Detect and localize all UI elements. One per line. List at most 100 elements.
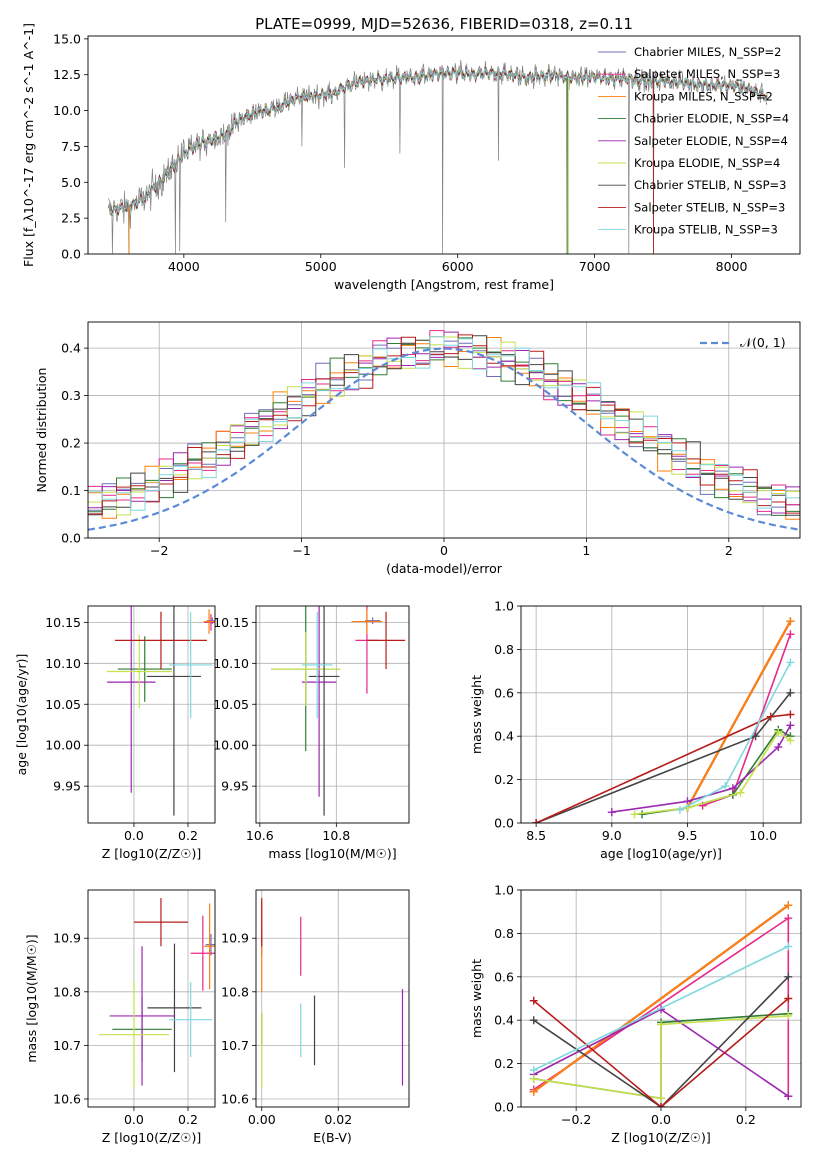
legend-label-kroupa-stelib: Kroupa STELIB, N_SSP=3: [634, 223, 778, 237]
weight-marker: [607, 808, 616, 817]
age_vs_Z-ylabel: age [log10(age/yr)]: [14, 654, 29, 776]
spectrum-xtick-label: 8000: [716, 259, 748, 274]
spectrum-frame: [87, 35, 801, 255]
errorbar-salpeter-elodie: [109, 946, 175, 1086]
panel-age_vs_mass: 10.6 10.8 9.95 10.00 10.05 10.10 10.15 mass [lo…: [213, 605, 410, 861]
weight-marker: [728, 784, 737, 793]
age_vs_mass-frame: [255, 605, 410, 824]
residuals-xlabel: (data-model)/error: [386, 561, 503, 576]
weight-marker: [736, 788, 745, 797]
legend-label-kroupa-miles: Kroupa MILES, N_SSP=2: [634, 89, 773, 103]
weight-marker: [784, 942, 793, 951]
errorbar-salpeter-stelib: [133, 898, 188, 947]
weight_vs_age-xlabel: age [log10(age/yr)]: [600, 846, 722, 861]
mass_vs_Z-ylabel: mass [log10(M/M☉)]: [24, 934, 39, 1062]
panel-mass_vs_Z: 0.0 0.2 10.6 10.7 10.8 10.9 Z [log10(Z/Z☉)] mas…: [24, 889, 216, 1145]
residuals-frame: [87, 321, 801, 539]
legend-label-salpeter-stelib: Salpeter STELIB, N_SSP=3: [634, 200, 785, 214]
mass_vs_ebv-ytick-label: 10.8: [221, 984, 249, 999]
weight-series-salpeter-stelib: [532, 710, 795, 823]
age_vs_Z-ytick-label: 10.00: [45, 738, 81, 753]
weight_vs_age-plot-area: [521, 606, 801, 823]
panel-age_vs_Z: 0.0 0.2 9.95 10.00 10.05 10.10 10.15 Z [log10(Z…: [14, 605, 216, 861]
weight_vs_Z-xtick-label: 0.2: [736, 1112, 756, 1127]
weight-series-kroupa-stelib: [675, 658, 795, 814]
panel-weight_vs_Z: −0.2 0.0 0.2 0.0 0.2 0.4 0.6 0.8 1.0 Z [log10(Z/Z…: [469, 883, 802, 1145]
spectrum-xtick-label: 6000: [442, 259, 474, 274]
mass_vs_ebv-xlabel: E(B-V): [313, 1130, 352, 1145]
mass_vs_Z-xlabel: Z [log10(Z/Z☉)]: [102, 1130, 202, 1145]
plots-layer: 4000 5000 6000 7000 80000.02.55.07.510.012.5…: [14, 23, 802, 1145]
weight-marker: [657, 1103, 665, 1107]
weight_vs_Z-ylabel: mass weight: [469, 959, 484, 1038]
spectrum-xtick-label: 4000: [168, 259, 200, 274]
errorbar-chabrier-miles: [365, 617, 381, 625]
mass_vs_Z-plot-area: [88, 890, 215, 1107]
weight-marker: [721, 782, 730, 791]
weight_vs_age-xtick-label: 8.5: [526, 828, 546, 843]
age_vs_Z-ytick-label: 9.95: [53, 779, 81, 794]
errorbar-chabrier-stelib: [146, 606, 201, 816]
mass_vs_ebv-xtick-label: 0.02: [324, 1112, 352, 1127]
errorbar-salpeter-elodie: [301, 606, 337, 797]
age_vs_Z-xtick-label: 0.0: [124, 828, 144, 843]
weight-marker: [657, 1094, 665, 1103]
weight_vs_age-xtick-label: 9.0: [602, 828, 622, 843]
weight_vs_Z-ytick-label: 0.6: [494, 969, 514, 984]
errorbar-kroupa-elodie: [106, 634, 172, 709]
age_vs_mass-plot-area: [256, 606, 409, 823]
weight-marker: [675, 805, 684, 814]
weight-marker: [786, 721, 795, 730]
age_vs_Z-frame: [87, 605, 216, 824]
weight_vs_Z-xlabel: Z [log10(Z/Z☉)]: [611, 1130, 711, 1145]
errorbar-kroupa-elodie: [271, 632, 341, 706]
spectrum-ytick-label: 0.0: [61, 247, 81, 262]
panel-weight_vs_age: 8.5 9.0 9.5 10.0 0.0 0.2 0.4 0.6 0.8 1.0 age [log1…: [469, 599, 802, 861]
normal-curve: [88, 347, 800, 531]
mass_vs_Z-xtick-label: 0.0: [124, 1112, 144, 1127]
legend-label-chabrier-elodie: Chabrier ELODIE, N_SSP=4: [634, 112, 789, 126]
errorbar-salpeter-stelib: [366, 611, 406, 670]
spectrum-ytick-label: 5.0: [61, 175, 81, 190]
spectrum-xtick-label: 5000: [305, 259, 337, 274]
weight-line: [533, 1015, 789, 1100]
errorbar-kroupa-elodie: [98, 981, 170, 1089]
weight_vs_Z-ytick-label: 0.0: [494, 1100, 514, 1115]
panel-spectrum: 4000 5000 6000 7000 8000 0.0 2.5 5.0 7.5 10.0 12.5…: [21, 23, 801, 292]
age_vs_mass-xtick-label: 10.8: [322, 828, 350, 843]
weight-marker: [784, 1011, 793, 1020]
spectrum-xtick-label: 7000: [579, 259, 611, 274]
weight-marker: [784, 914, 793, 923]
errorbar-kroupa-miles: [203, 609, 215, 634]
weight-marker: [784, 994, 793, 1003]
mass_vs_ebv-plot-area: [256, 890, 409, 1107]
weight-marker: [774, 743, 783, 752]
residuals-ytick-label: 0.2: [61, 436, 81, 451]
weight_vs_Z-ytick-label: 1.0: [494, 883, 514, 898]
residuals-xtick-label: −2: [150, 543, 168, 558]
weight_vs_age-ylabel: mass weight: [469, 675, 484, 754]
weight-line: [535, 713, 791, 823]
weight-marker: [784, 972, 793, 981]
errorbar-kroupa-stelib: [301, 611, 333, 719]
errorbar-salpeter-miles: [204, 614, 215, 631]
errorbar-chabrier-elodie: [117, 636, 172, 702]
legend-label-chabrier-stelib: Chabrier STELIB, N_SSP=3: [634, 178, 786, 192]
weight-series-salpeter-elodie: [607, 721, 795, 817]
weight-marker: [630, 810, 639, 819]
weight-marker: [529, 1087, 538, 1096]
age_vs_Z-ytick-label: 10.10: [45, 656, 81, 671]
mass_vs_Z-ytick-label: 10.8: [53, 984, 81, 999]
weight-line: [533, 904, 789, 1093]
weight_vs_age-ytick-label: 0.6: [494, 685, 514, 700]
residuals-ytick-label: 0.1: [61, 483, 81, 498]
spectrum-ytick-label: 12.5: [53, 67, 81, 82]
age_vs_Z-xtick-label: 0.2: [178, 828, 198, 843]
mass_vs_Z-frame: [87, 889, 216, 1108]
weight-line: [533, 997, 789, 1107]
age_vs_mass-ytick-label: 10.00: [213, 738, 249, 753]
age_vs_mass-ytick-label: 9.95: [221, 779, 249, 794]
figure-title: PLATE=0999, MJD=52636, FIBERID=0318, z=0…: [255, 15, 633, 33]
weight-marker: [786, 688, 795, 697]
